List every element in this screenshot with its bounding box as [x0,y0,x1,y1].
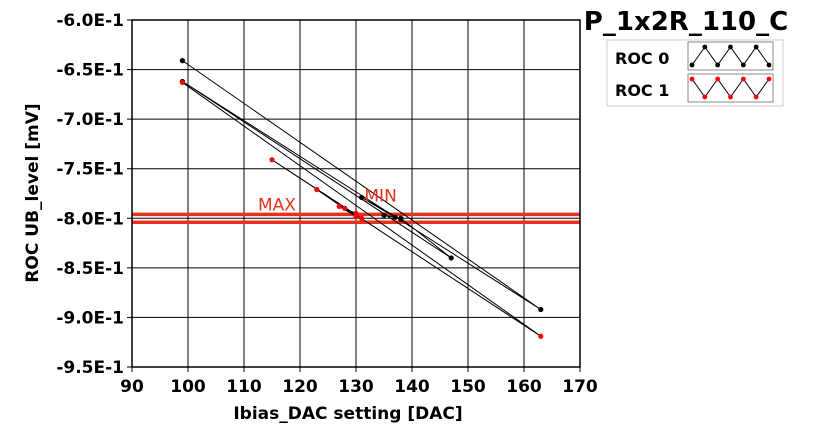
x-tick-label: 110 [226,377,262,397]
legend-sample-point [740,62,746,68]
legend-sample-point [753,94,759,100]
x-tick-label: 120 [282,377,318,397]
legend-sample-point [766,76,772,82]
data-point [336,203,342,209]
legend-sample-point [689,76,695,82]
y-tick-label: -8.0E-1 [56,209,124,229]
y-tick-label: -7.5E-1 [56,160,124,180]
legend: ROC 0 ROC 1 [606,39,784,107]
legend-sample-point [753,44,759,50]
legend-label: ROC 0 [615,49,669,68]
data-point [179,79,185,86]
annotation-min: MIN [364,186,396,206]
data-point [179,58,185,64]
y-tick-label: -6.5E-1 [56,61,124,81]
data-point [342,205,348,211]
x-axis-title: Ibias_DAC setting [DAC] [233,404,462,424]
data-point [392,214,398,220]
legend-sample-point [728,94,733,100]
data-point [359,215,365,221]
y-tick-label: -7.0E-1 [56,110,124,130]
y-tick-label: -9.5E-1 [56,358,124,378]
legend-sample-point [740,76,746,82]
x-tick-label: 150 [450,377,486,397]
data-point [538,333,544,339]
data-point [353,210,359,216]
legend-sample-point [702,94,708,100]
y-tick-label: -6.0E-1 [56,11,124,31]
legend-sample-point [702,44,708,50]
legend-sample-point [728,44,733,50]
data-point [538,306,544,313]
data-point [314,186,320,193]
x-tick-label: 140 [394,377,430,397]
x-tick-label: 160 [506,377,542,397]
data-point [269,157,275,163]
legend-sample-point [715,76,721,82]
legend-label: ROC 1 [615,81,669,100]
data-point [398,216,404,222]
x-tick-label: 90 [120,377,144,397]
series-line-1 [182,82,542,337]
data-point [381,212,387,218]
legend-sample-point [689,62,695,68]
x-tick-label: 170 [562,377,598,397]
x-tick-label: 130 [338,377,374,397]
series-line-0 [182,60,542,310]
annotation-max: MAX [258,195,296,215]
data-point [359,194,365,201]
y-tick-label: -8.5E-1 [56,259,124,279]
legend-sample-point [766,62,772,68]
series-layer [179,58,544,339]
y-axis-title: ROC UB_level [mV] [23,103,43,282]
annotations: MAX MIN [258,186,397,215]
chart-title: P_1x2R_110_C [584,7,788,37]
axes: 90 100 110 120 130 140 150 160 170 -6.0E-1 -6.5E-1… [56,11,598,397]
y-tick-label: -9.0E-1 [56,308,124,328]
x-tick-label: 100 [170,377,206,397]
data-point [448,255,454,261]
legend-sample-point [715,62,721,68]
